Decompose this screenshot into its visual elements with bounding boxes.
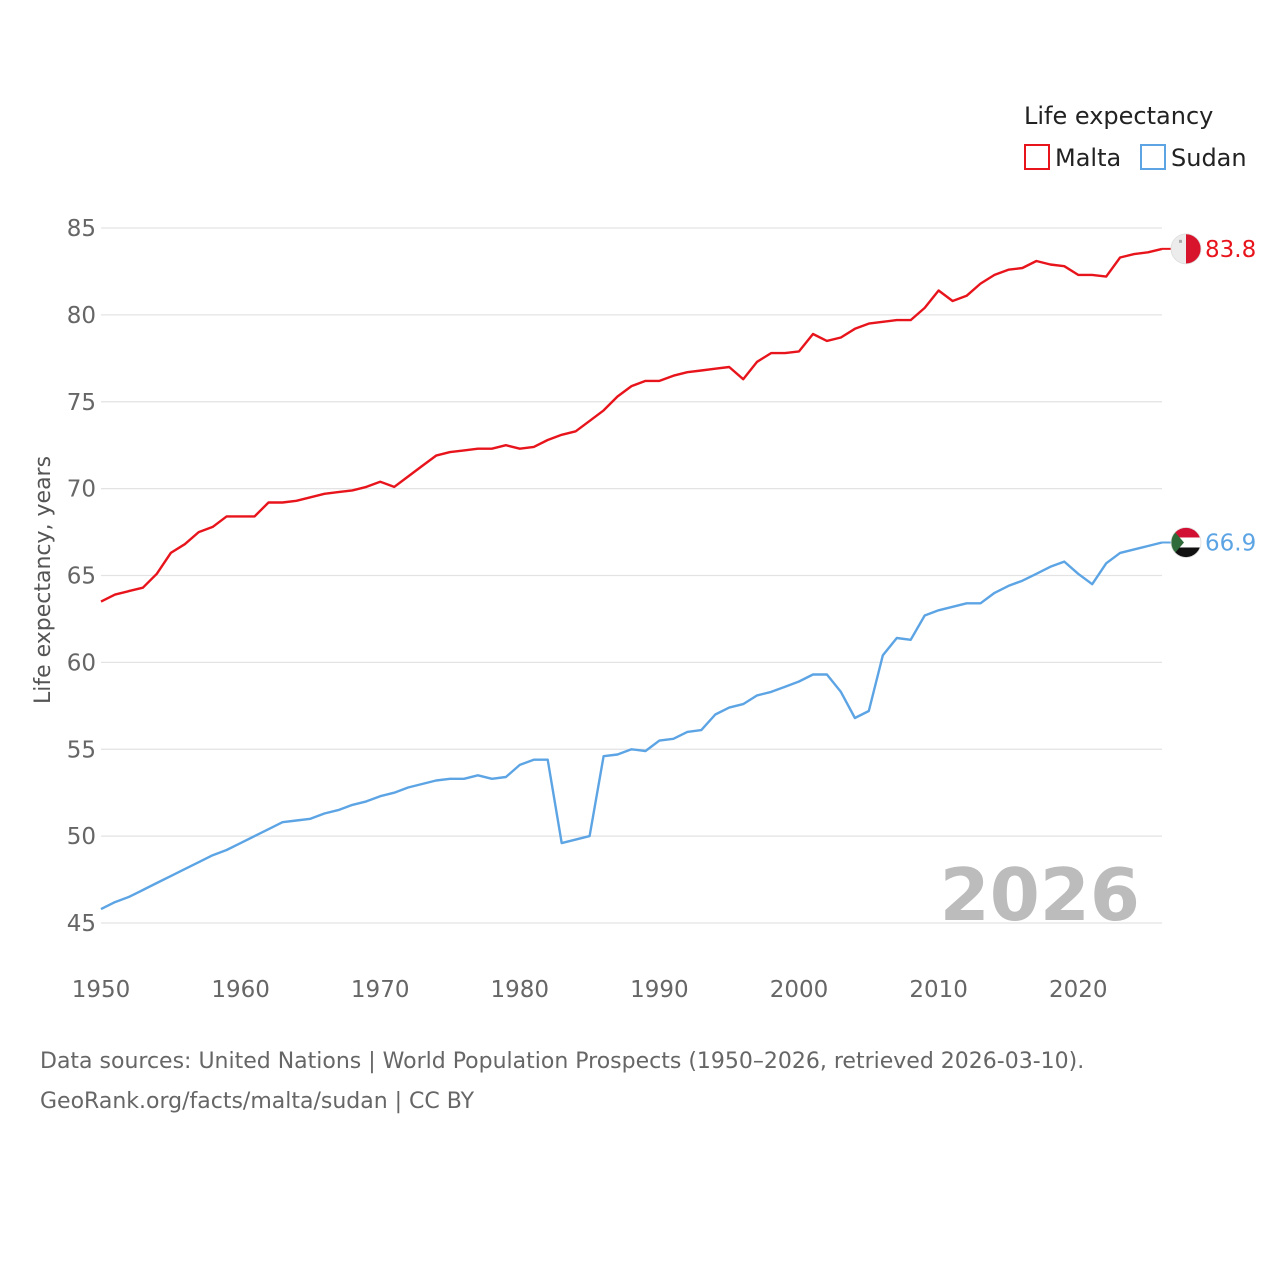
y-tick-label: 60 [67,650,96,676]
y-tick-label: 50 [67,824,96,850]
y-tick-label: 65 [67,564,96,590]
line-chart: 45 50 55 60 65 70 75 80 85 1950 1960 1970 1980 1990 2… [31,102,1256,1003]
x-tick-label: 2020 [1049,977,1108,1003]
legend-label-malta: Malta [1055,144,1121,172]
x-tick-label: 1960 [211,977,270,1003]
legend-item-malta[interactable]: Malta [1024,144,1121,172]
y-tick-label: 80 [67,303,96,329]
end-markers: 83.8 66.9 [1162,233,1256,558]
end-value-sudan: 66.9 [1205,530,1256,556]
y-tick-label: 55 [67,737,96,763]
x-axis-ticks: 1950 1960 1970 1980 1990 2000 2010 2020 [72,977,1108,1003]
series-lines [100,247,1163,911]
source-line: Data sources: United Nations | World Pop… [40,1049,1085,1074]
source-footer: Data sources: United Nations | World Pop… [40,1042,1260,1122]
end-value-malta: 83.8 [1205,237,1256,263]
legend-swatch-malta [1024,144,1050,170]
x-tick-label: 1980 [491,977,550,1003]
x-tick-label: 1990 [630,977,689,1003]
series-line-sudan [100,541,1163,911]
x-tick-label: 2000 [770,977,829,1003]
x-tick-label: 2010 [909,977,968,1003]
attribution-line: GeoRank.org/facts/malta/sudan | CC BY [40,1089,475,1114]
legend-label-sudan: Sudan [1171,144,1247,172]
legend[interactable]: Life expectancy Malta Sudan [1024,102,1247,172]
y-tick-label: 85 [67,216,96,242]
y-tick-label: 70 [67,477,96,503]
y-axis-ticks: 45 50 55 60 65 70 75 80 85 [67,216,96,937]
y-tick-label: 75 [67,390,96,416]
y-tick-label: 45 [67,911,96,937]
x-tick-label: 1970 [351,977,410,1003]
grid-lines [101,227,1162,924]
sudan-flag-icon [1170,527,1202,558]
series-line-malta [100,247,1163,603]
current-year-label: 2026 [940,853,1140,937]
legend-title: Life expectancy [1024,102,1213,130]
legend-swatch-sudan [1140,144,1166,170]
y-axis-label: Life expectancy, years [31,456,56,704]
x-tick-label: 1950 [72,977,131,1003]
legend-item-sudan[interactable]: Sudan [1140,144,1247,172]
malta-flag-icon [1170,233,1202,265]
